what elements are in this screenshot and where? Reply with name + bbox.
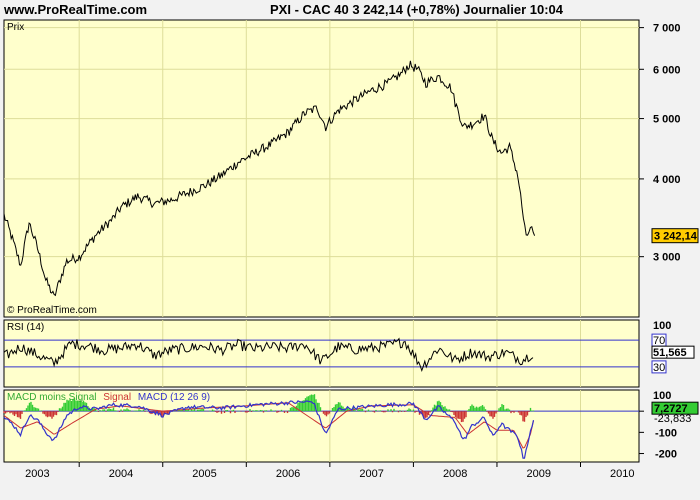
rsi-top-label: 100	[653, 320, 671, 332]
rsi-panel-label: RSI (14)	[7, 322, 44, 333]
macd-value-label: 7,2727	[654, 403, 688, 415]
y-tick-label: 6 000	[653, 64, 681, 76]
rsi-band-label: 30	[653, 362, 665, 374]
price-series	[3, 60, 536, 297]
rsi-value-label: 51,565	[653, 347, 687, 359]
macd-y-label: -100	[655, 427, 677, 439]
y-tick-label: 3 000	[653, 252, 681, 264]
y-tick-label: 4 000	[653, 174, 681, 186]
x-tick-label: 2009	[526, 468, 550, 480]
macd-y-label: -200	[655, 449, 677, 461]
rsi-band-label: 70	[653, 335, 665, 347]
svg-text:MACD moins Signal Signal: MACD moins Signal Signal MACD (12 26 9)	[7, 392, 210, 403]
rsi-series	[3, 337, 534, 373]
price-badge-label: 3 242,14	[654, 231, 698, 243]
axes-labels: 2003 2004 2005 2006 2007 2008 2009 2010 3 000 4 0…	[25, 23, 699, 480]
rsi-band-box	[651, 360, 667, 374]
x-tick-label: 2010	[610, 468, 634, 480]
x-tick-label: 2004	[109, 468, 133, 480]
rsi-line	[3, 337, 534, 373]
price-panel	[3, 19, 640, 318]
x-tick-label: 2007	[359, 468, 383, 480]
rsi-value-box	[651, 345, 695, 359]
signal-value-label: -23,833	[654, 413, 691, 425]
y-tick-label: 5 000	[653, 114, 681, 126]
legend-macd: MACD (12 26 9)	[138, 392, 210, 403]
rsi-panel	[3, 319, 640, 388]
macd-value-box	[651, 401, 699, 415]
x-tick-label: 2006	[276, 468, 300, 480]
site-title: www.ProRealTime.com	[4, 2, 148, 17]
legend-histogram: MACD moins Signal	[7, 392, 96, 403]
macd-top-label: 100	[653, 390, 671, 402]
x-tick-label: 2005	[192, 468, 216, 480]
x-tick-label: 2008	[443, 468, 467, 480]
x-tick-label: 2003	[25, 468, 49, 480]
price-badge	[651, 228, 699, 244]
macd-series	[3, 394, 535, 459]
macd-line	[3, 400, 535, 459]
legend-signal: Signal	[103, 392, 131, 403]
watermark: © ProRealTime.com	[7, 305, 97, 316]
y-tick-label: 7 000	[653, 23, 681, 35]
chart-title: PXI - CAC 40 3 242,14 (+0,78%) Journalie…	[270, 2, 564, 17]
price-panel-label: Prix	[7, 22, 24, 33]
price-line	[3, 60, 536, 297]
